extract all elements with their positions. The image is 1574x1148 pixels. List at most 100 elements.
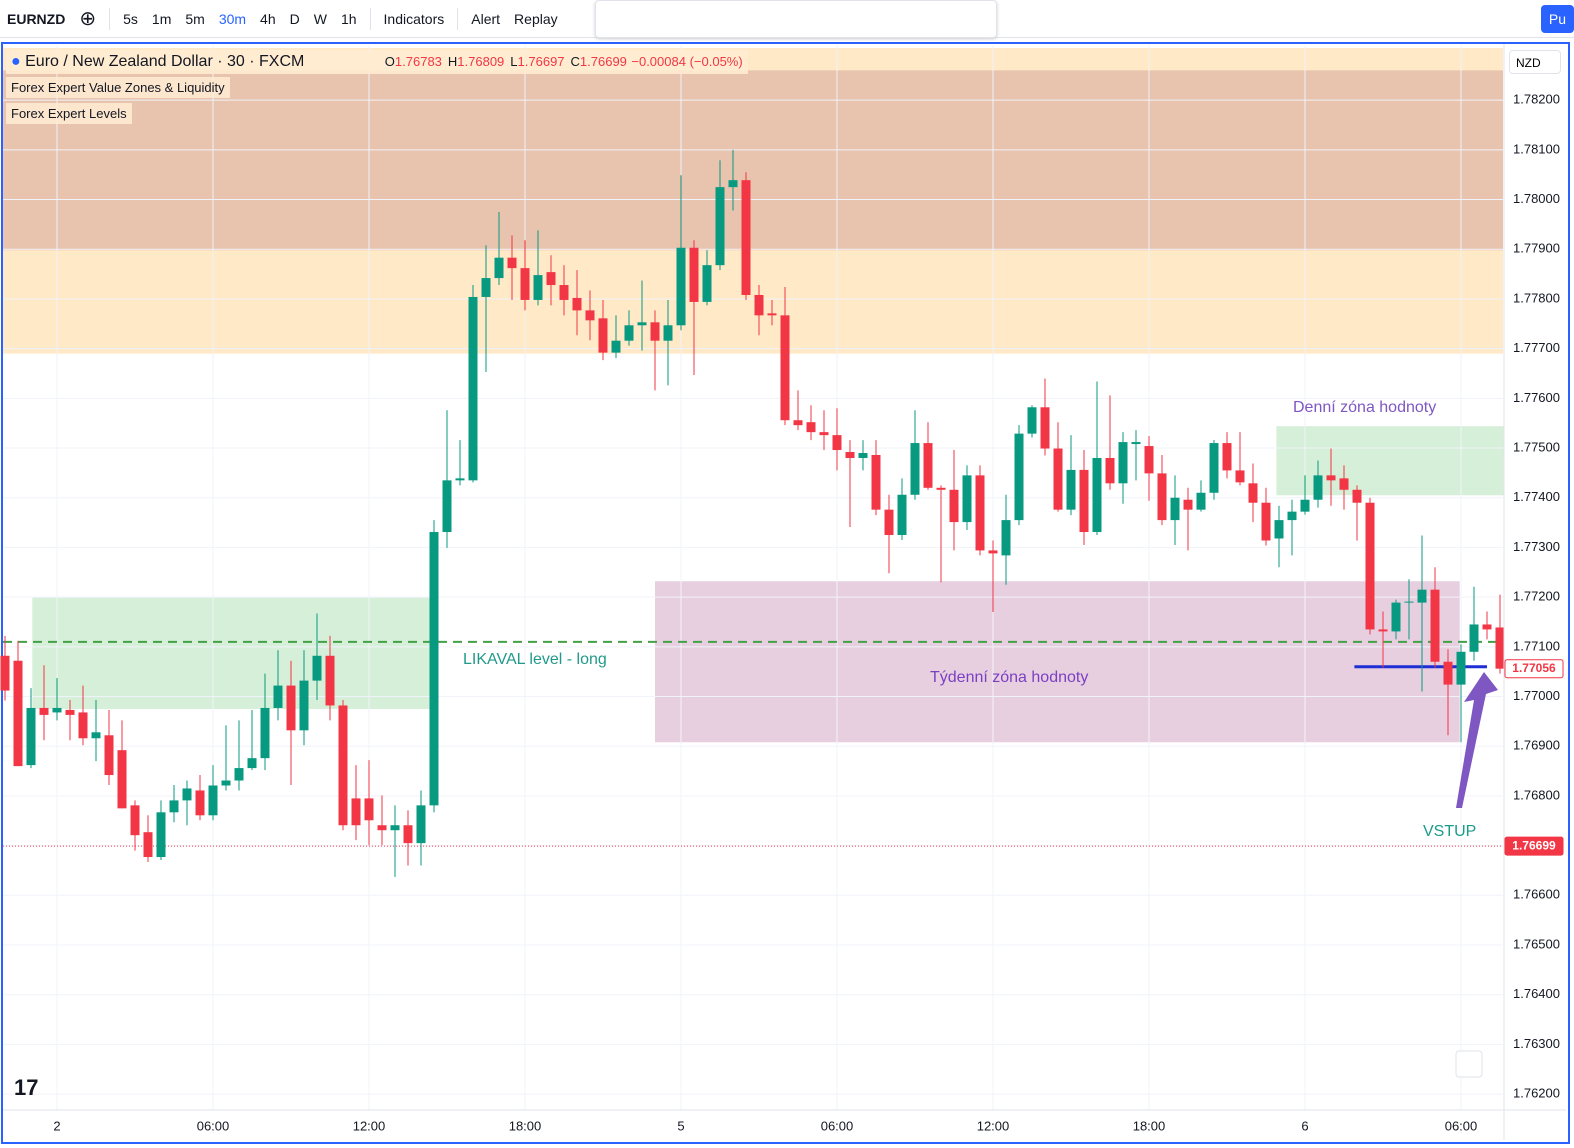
- candle-body: [923, 443, 933, 488]
- y-tick-label: 1.76900: [1513, 738, 1560, 753]
- candle-body: [1222, 443, 1232, 471]
- currency-select[interactable]: NZD: [1509, 50, 1561, 74]
- candle-body: [182, 788, 192, 801]
- interval[interactable]: 4h: [260, 10, 276, 27]
- change: −0.00084 (−0.05%): [631, 54, 743, 69]
- candle-body: [611, 340, 621, 353]
- candle-body: [936, 487, 946, 490]
- candle-body: [689, 247, 699, 302]
- interval[interactable]: 30m: [218, 10, 247, 27]
- candle-body: [1404, 601, 1414, 603]
- ohlc-key: O: [384, 54, 395, 69]
- candle-body: [715, 187, 725, 266]
- candle-body: [754, 294, 764, 316]
- candle-body: [286, 685, 296, 731]
- indicators-button[interactable]: Indicators: [383, 10, 445, 27]
- y-tick-label: 1.77600: [1513, 390, 1560, 405]
- candle-body: [1079, 469, 1089, 533]
- separator: [109, 7, 111, 30]
- publish-button[interactable]: Pu: [1540, 4, 1574, 33]
- separator: [369, 7, 371, 30]
- interval[interactable]: 1h: [340, 10, 357, 27]
- candle-body: [650, 322, 660, 341]
- y-tick-label: 1.78200: [1513, 92, 1560, 107]
- candle-body: [1157, 473, 1167, 521]
- candle-body: [819, 432, 829, 436]
- candle-body: [1066, 469, 1076, 510]
- candle-body: [949, 489, 959, 523]
- x-tick-label: 06:00: [1445, 1118, 1478, 1133]
- candle-body: [1339, 478, 1349, 490]
- alert-button[interactable]: Alert: [471, 10, 501, 27]
- candle-body: [741, 180, 751, 295]
- candle-body: [962, 475, 972, 523]
- candle-body: [1248, 483, 1258, 503]
- candle-body: [65, 709, 75, 715]
- x-tick-label: 06:00: [821, 1118, 854, 1133]
- candle-body: [507, 257, 517, 269]
- y-tick-label: 1.77200: [1513, 589, 1560, 604]
- candle-body: [377, 825, 387, 831]
- logo: 17: [14, 1075, 38, 1100]
- candle-body: [1391, 602, 1401, 632]
- y-tick-label: 1.77500: [1513, 439, 1560, 454]
- candle-body: [832, 435, 842, 451]
- intervals: 5s 1m 5m 30m 4h D W 1h: [116, 11, 363, 27]
- scroll-button[interactable]: [1455, 1050, 1483, 1078]
- candle-body: [1118, 442, 1128, 484]
- candle-body: [468, 296, 478, 481]
- candle-body: [195, 790, 205, 816]
- interval[interactable]: W: [313, 10, 327, 27]
- candle-body: [845, 452, 855, 458]
- candle-body: [143, 832, 153, 858]
- candle-body: [221, 780, 231, 786]
- x-tick-label: 18:00: [509, 1118, 542, 1133]
- candle-body: [793, 420, 803, 426]
- interval[interactable]: 5s: [123, 10, 138, 27]
- candle-body: [559, 285, 569, 300]
- candle-body: [1131, 442, 1141, 445]
- candle-body: [702, 265, 712, 302]
- candle-body: [91, 732, 101, 739]
- candle-body: [637, 322, 647, 326]
- x-tick-label: 6: [1301, 1118, 1308, 1133]
- add-symbol[interactable]: ⊕: [79, 8, 97, 30]
- candle-body: [884, 509, 894, 536]
- candle-body: [208, 785, 218, 816]
- x-tick-label: 12:00: [977, 1118, 1010, 1133]
- candle-body: [260, 707, 270, 759]
- ohlc-value: 1.76699: [579, 54, 627, 69]
- candle-body: [481, 278, 491, 297]
- candle-body: [416, 805, 426, 844]
- candle-body: [1040, 407, 1050, 449]
- replay-button[interactable]: Replay: [514, 10, 558, 27]
- candle-body: [676, 247, 686, 326]
- zone: [1276, 426, 1504, 496]
- interval[interactable]: 1m: [151, 10, 172, 27]
- candle-body: [273, 685, 283, 708]
- legend-title: Euro / New Zealand Dollar · 30 · FXCM: [25, 53, 305, 70]
- candle-body: [975, 475, 985, 551]
- annotation: Denní zóna hodnoty: [1293, 399, 1436, 416]
- candle-body: [299, 680, 309, 731]
- candle-body: [1235, 470, 1245, 483]
- candle-body: [429, 532, 439, 806]
- interval[interactable]: 5m: [185, 10, 205, 27]
- candle-body: [169, 800, 179, 813]
- candle-body: [156, 812, 166, 858]
- candle-body: [442, 480, 452, 533]
- arrow: [1456, 672, 1498, 808]
- y-tick-label: 1.76600: [1513, 887, 1560, 902]
- legend: ● Euro / New Zealand Dollar · 30 · FXCM …: [6, 50, 748, 74]
- y-tick-label: 1.76300: [1513, 1036, 1560, 1051]
- y-tick-label: 1.78000: [1513, 191, 1560, 206]
- candle-body: [13, 660, 23, 767]
- symbol[interactable]: EURNZD: [7, 10, 66, 27]
- candle-body: [52, 707, 62, 713]
- interval[interactable]: D: [289, 10, 300, 27]
- candle-body: [403, 825, 413, 844]
- candle-body: [1209, 443, 1219, 493]
- candle-body: [1352, 489, 1362, 503]
